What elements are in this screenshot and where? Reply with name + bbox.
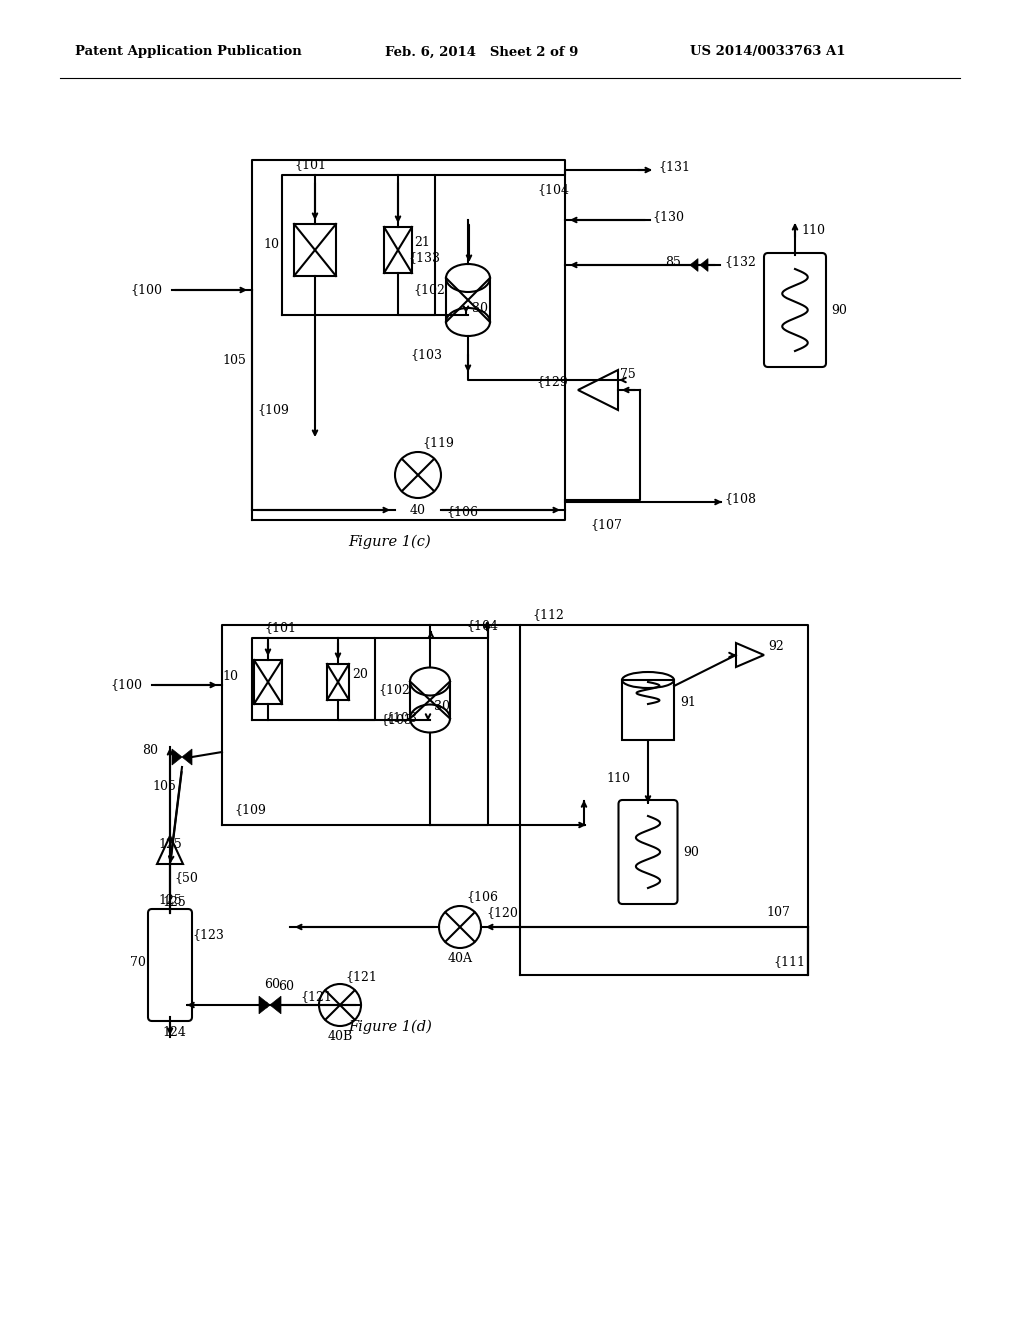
Text: {107: {107 [590,519,622,532]
Bar [254,660,282,704]
Text: {131: {131 [658,161,690,173]
Text: 60: 60 [264,978,280,991]
Text: {129: {129 [536,375,567,388]
Text: US 2014/0033763 A1: US 2014/0033763 A1 [690,45,846,58]
Bar [384,227,412,273]
Text: {112: {112 [532,609,564,622]
Text: {109: {109 [234,804,266,817]
Text: {106: {106 [446,506,478,519]
Text: {108: {108 [724,492,756,506]
Text: 70: 70 [130,957,145,969]
Text: {132: {132 [724,256,756,268]
Text: {102: {102 [378,684,410,697]
Text: 125: 125 [162,896,185,909]
Text: 10: 10 [263,238,279,251]
Text: 124: 124 [162,1027,186,1040]
Text: {103: {103 [385,711,417,725]
Text: {103: {103 [380,714,412,726]
Bar [327,664,349,700]
Text: {121: {121 [345,970,377,983]
Polygon shape [690,259,698,272]
Text: 110: 110 [606,772,630,785]
Text: 90: 90 [831,304,847,317]
Text: {123: {123 [193,928,224,941]
Text: 40B: 40B [328,1031,353,1044]
Text: {133: {133 [408,252,440,264]
Text: {119: {119 [422,437,454,450]
Text: 90: 90 [683,846,698,858]
Text: 40: 40 [410,504,426,517]
Text: 107: 107 [766,907,790,920]
Bar [294,224,336,276]
Text: {100: {100 [130,284,162,297]
Text: {104: {104 [537,183,569,197]
Text: Figure 1(d): Figure 1(d) [348,1020,432,1034]
Text: {111: {111 [773,956,805,969]
Text: {101: {101 [294,158,326,172]
Text: {102: {102 [413,284,444,297]
Text: 92: 92 [768,640,783,653]
Text: {130: {130 [652,210,684,223]
Text: 40A: 40A [449,953,473,965]
Text: 21: 21 [414,235,430,248]
Text: {100: {100 [110,678,142,692]
Text: 80: 80 [142,744,158,758]
Text: {121: {121 [300,990,332,1003]
Text: 125: 125 [158,838,181,851]
Text: 60: 60 [278,981,294,994]
Text: 75: 75 [620,367,636,380]
Text: {106: {106 [466,891,498,903]
Text: 105: 105 [222,354,246,367]
Text: {50: {50 [174,871,198,884]
Text: 30: 30 [472,301,488,314]
Text: 30: 30 [434,700,450,713]
Text: 110: 110 [801,223,825,236]
Polygon shape [270,997,281,1014]
Polygon shape [172,748,182,766]
Polygon shape [700,259,708,272]
Polygon shape [182,748,193,766]
Bar [622,680,674,741]
Text: {120: {120 [486,907,518,920]
Polygon shape [259,997,270,1014]
Text: 20: 20 [352,668,368,681]
Text: Feb. 6, 2014   Sheet 2 of 9: Feb. 6, 2014 Sheet 2 of 9 [385,45,579,58]
Text: {101: {101 [264,622,296,635]
Text: 125: 125 [158,894,181,907]
Text: Patent Application Publication: Patent Application Publication [75,45,302,58]
Text: {103: {103 [410,348,442,362]
Text: {109: {109 [257,404,289,417]
Text: 105: 105 [152,780,176,793]
Text: 91: 91 [680,696,696,709]
Text: Figure 1(c): Figure 1(c) [348,535,431,549]
Text: 10: 10 [222,669,238,682]
Text: {104: {104 [466,619,498,632]
Text: 85: 85 [665,256,681,268]
